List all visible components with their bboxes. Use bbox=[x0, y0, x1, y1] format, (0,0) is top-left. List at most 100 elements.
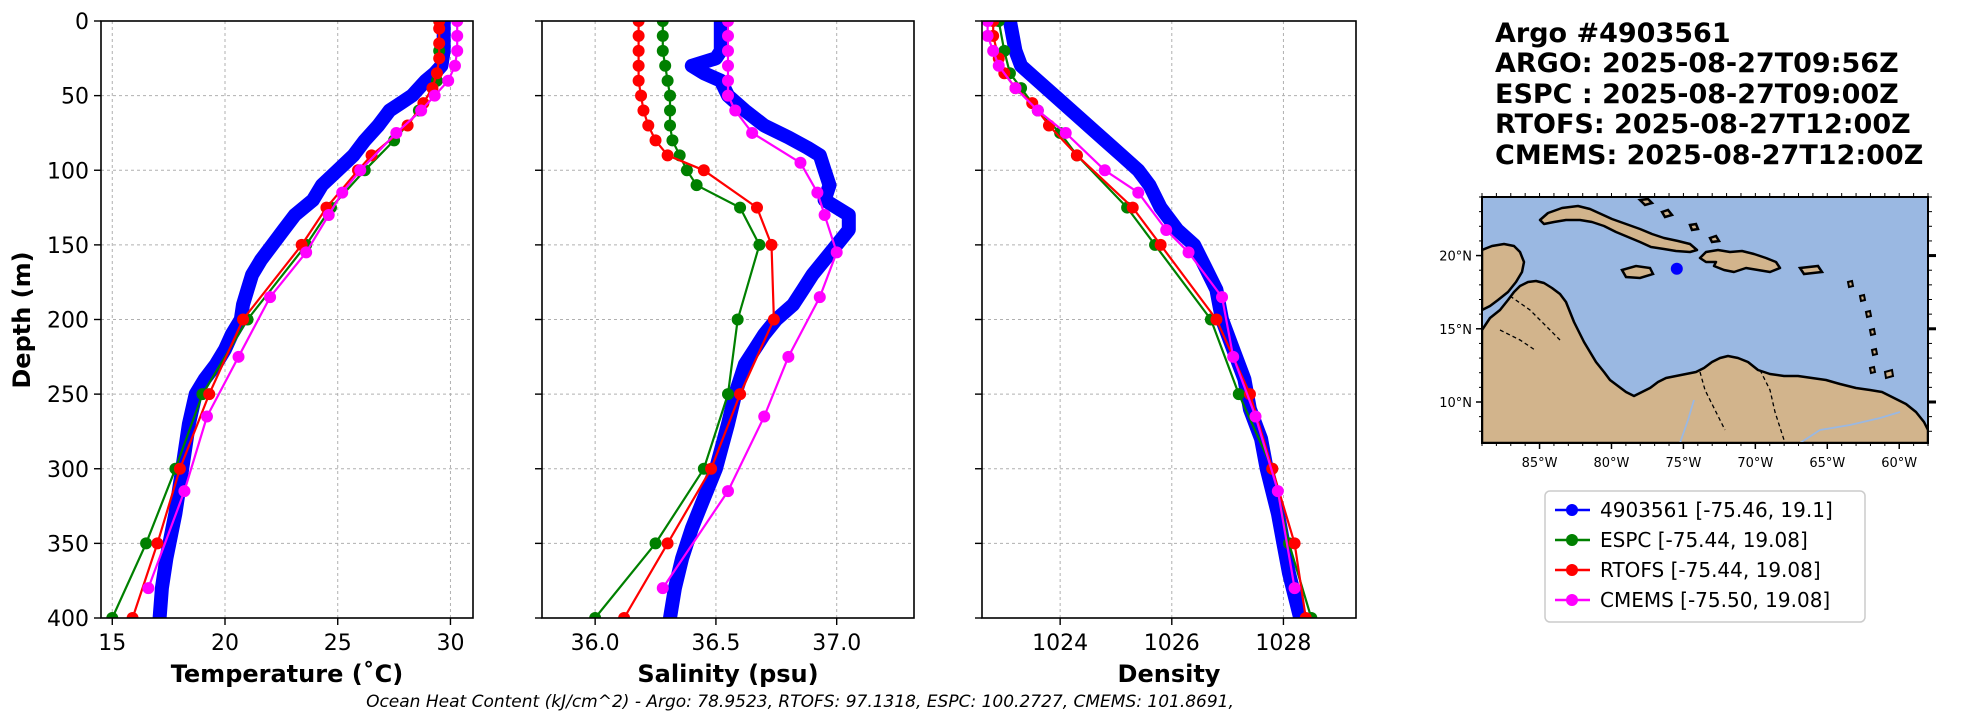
land-hispaniola bbox=[1698, 248, 1782, 274]
profile-panel-1: 36.0 36.5 37.0 Salinity (psu) bbox=[535, 20, 915, 688]
data-point-espc bbox=[664, 119, 677, 132]
data-point-espc bbox=[690, 179, 703, 192]
data-point-espc bbox=[659, 59, 672, 72]
map-lon-tick-label: 75°W bbox=[1665, 456, 1701, 471]
data-point-cmems bbox=[1160, 223, 1173, 236]
legend-swatch-marker bbox=[1566, 564, 1578, 576]
grid bbox=[542, 20, 914, 619]
data-point-espc bbox=[140, 537, 153, 550]
map-ticks: 85°W 80°W 75°W 70°W 65°W 60°W 20°N 15°N 10°N bbox=[1439, 250, 1936, 471]
data-point-espc bbox=[664, 89, 677, 102]
data-point-rtofs bbox=[632, 59, 645, 72]
y-tick-label: 200 bbox=[47, 309, 89, 334]
x-tick-label: 1024 bbox=[1032, 631, 1088, 656]
series-group bbox=[106, 21, 464, 618]
data-point-rtofs bbox=[151, 537, 164, 550]
data-point-espc bbox=[664, 104, 677, 117]
x-axis-label: Temperature (˚C) bbox=[171, 660, 404, 688]
data-point-cmems bbox=[758, 410, 771, 423]
series-line-argo bbox=[152, 21, 451, 618]
legend-label: CMEMS [-75.50, 19.08] bbox=[1600, 588, 1830, 612]
x-tick-label: 37.0 bbox=[812, 631, 861, 656]
y-tick-label: 300 bbox=[47, 458, 89, 483]
map-land bbox=[1482, 197, 1928, 443]
float-position-marker bbox=[1670, 262, 1683, 275]
data-point-rtofs bbox=[750, 201, 763, 214]
title-block: Argo #4903561 ARGO: 2025-08-27T09:56Z ES… bbox=[1495, 18, 1923, 171]
x-tick-label: 1028 bbox=[1255, 631, 1311, 656]
data-point-cmems bbox=[1098, 164, 1111, 177]
data-point-cmems bbox=[322, 209, 335, 222]
data-point-espc bbox=[680, 164, 693, 177]
legend-swatch-marker bbox=[1566, 504, 1578, 516]
data-point-cmems bbox=[1009, 82, 1022, 95]
data-point-rtofs bbox=[632, 44, 645, 57]
series-group bbox=[589, 21, 856, 618]
legend-label: RTOFS [-75.44, 19.08] bbox=[1600, 558, 1821, 582]
data-point-cmems bbox=[722, 89, 734, 102]
y-tick-label: 150 bbox=[47, 234, 89, 259]
data-point-espc bbox=[106, 612, 119, 618]
map-lon-tick-label: 70°W bbox=[1737, 456, 1773, 471]
land-puerto-rico bbox=[1797, 264, 1825, 276]
data-point-cmems bbox=[451, 21, 464, 27]
data-point-cmems bbox=[818, 209, 831, 222]
data-point-espc bbox=[722, 388, 734, 401]
x-axis-label: Density bbox=[1118, 660, 1221, 688]
data-point-cmems bbox=[354, 164, 367, 177]
legend-swatch-marker bbox=[1566, 594, 1578, 606]
data-point-espc bbox=[753, 238, 766, 251]
profile-panels: 15 20 25 30050100150200250300350400Temperat… bbox=[47, 10, 1357, 688]
land-cuba bbox=[1538, 204, 1699, 254]
data-point-cmems bbox=[232, 350, 245, 363]
data-point-rtofs bbox=[632, 21, 645, 27]
legend-label: ESPC [-75.44, 19.08] bbox=[1600, 528, 1808, 552]
data-point-espc bbox=[1232, 388, 1245, 401]
data-point-rtofs bbox=[618, 612, 631, 618]
x-tick-label: 30 bbox=[436, 631, 464, 656]
x-tick-label: 15 bbox=[98, 631, 126, 656]
data-point-rtofs bbox=[661, 537, 674, 550]
series-line-argo bbox=[663, 21, 856, 618]
data-point-cmems bbox=[1216, 291, 1229, 304]
legend: 4903561 [-75.46, 19.1] ESPC [-75.44, 19.0… bbox=[1544, 490, 1866, 623]
data-point-cmems bbox=[982, 21, 994, 27]
data-point-cmems bbox=[1132, 186, 1145, 199]
data-point-espc bbox=[734, 201, 747, 214]
profile-panel-2: 1024 1026 1028 Density bbox=[975, 20, 1357, 688]
x-tick-label: 20 bbox=[211, 631, 239, 656]
data-point-cmems bbox=[1288, 582, 1301, 595]
title-argo-time: ARGO: 2025-08-27T09:56Z bbox=[1495, 48, 1899, 79]
data-point-cmems bbox=[794, 156, 807, 169]
map-borders bbox=[1499, 295, 1786, 443]
map-lon-tick-label: 85°W bbox=[1522, 456, 1558, 471]
data-point-cmems bbox=[813, 291, 826, 304]
data-point-cmems bbox=[722, 59, 734, 72]
data-point-cmems bbox=[448, 59, 461, 72]
data-point-cmems bbox=[722, 29, 734, 42]
data-point-cmems bbox=[178, 485, 191, 498]
map-lon-tick-label: 65°W bbox=[1809, 456, 1845, 471]
data-point-cmems bbox=[722, 21, 734, 27]
legend-frame bbox=[1544, 490, 1866, 623]
data-point-cmems bbox=[722, 74, 734, 87]
data-point-rtofs bbox=[401, 119, 414, 132]
land-bahamas bbox=[1637, 197, 1722, 244]
data-point-rtofs bbox=[734, 388, 747, 401]
y-tick-label: 100 bbox=[47, 159, 89, 184]
land-jamaica bbox=[1620, 264, 1655, 280]
data-point-cmems bbox=[729, 104, 742, 117]
data-point-espc bbox=[656, 21, 669, 27]
data-point-cmems bbox=[428, 89, 441, 102]
data-point-rtofs bbox=[635, 89, 648, 102]
data-point-rtofs bbox=[433, 22, 446, 35]
map-frame bbox=[1481, 196, 1929, 444]
title-cmems-time: CMEMS: 2025-08-27T12:00Z bbox=[1495, 140, 1923, 171]
data-point-rtofs bbox=[632, 74, 645, 87]
depth-axis-label: Depth (m) bbox=[8, 251, 36, 388]
data-point-cmems bbox=[451, 44, 464, 57]
data-point-rtofs bbox=[365, 149, 378, 162]
data-point-cmems bbox=[746, 126, 759, 139]
data-point-cmems bbox=[200, 410, 213, 423]
